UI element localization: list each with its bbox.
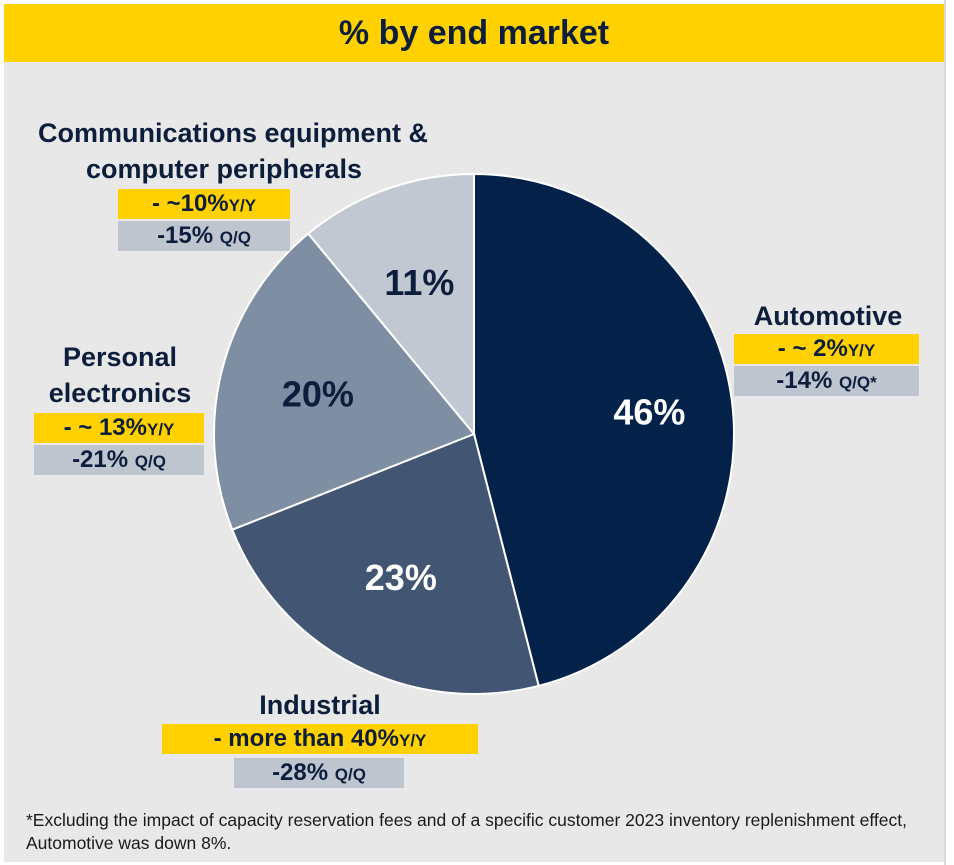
automotive-label: Automotive	[753, 301, 903, 331]
industrial-label: Industrial	[259, 690, 381, 720]
automotive-yy-badge: - ~ 2%Y/Y	[734, 334, 919, 364]
personal-label-line1: Personal	[62, 342, 178, 372]
industrial-qq-value: -28%	[272, 759, 329, 786]
personal-yy-suffix: Y/Y	[146, 420, 175, 439]
pie-slice-industrial	[230, 432, 540, 695]
industrial-qq-suffix: Q/Q	[334, 765, 366, 784]
comms-qq-suffix: Q/Q	[219, 228, 251, 247]
automotive-qq-badge: -14% Q/Q*	[734, 366, 919, 396]
automotive-yy-value: - ~ 2%	[777, 335, 848, 362]
pie-slice-personal-electronics	[213, 232, 476, 532]
footnote: *Excluding the impact of capacity reserv…	[26, 810, 907, 853]
comms-yy-value: - ~10%	[151, 190, 229, 217]
personal-label-line2: electronics	[48, 377, 192, 408]
comms-qq-value: -15%	[157, 222, 214, 249]
chart-title: % by end market	[4, 4, 944, 62]
automotive-qq-suffix: Q/Q*	[838, 373, 877, 392]
personal-qq-badge: -21% Q/Q	[34, 445, 204, 475]
pie-label-automotive: 46%	[613, 391, 685, 432]
industrial-yy-badge: - more than 40%Y/Y	[162, 724, 478, 754]
comms-yy-badge: - ~10%Y/Y	[118, 189, 290, 219]
personal-qq-suffix: Q/Q	[134, 452, 166, 471]
comms-yy-suffix: Y/Y	[228, 196, 257, 215]
personal-label: Personal electronics	[40, 340, 200, 411]
automotive-yy-suffix: Y/Y	[847, 341, 876, 360]
industrial-yy-value: - more than 40%	[213, 725, 399, 752]
personal-qq-value: -21%	[72, 446, 129, 473]
personal-yy-value: - ~ 13%	[63, 414, 147, 441]
comms-label: Communications equipment & computer peri…	[38, 116, 429, 187]
personal-yy-badge: - ~ 13%Y/Y	[34, 413, 204, 443]
pie-label-comms-peripherals: 11%	[384, 262, 454, 303]
comms-label-line2: computer peripherals	[85, 153, 363, 184]
comms-label-line1: Communications equipment &	[38, 118, 429, 148]
automotive-qq-value: -14%	[776, 367, 833, 394]
panel-edge	[944, 0, 946, 865]
comms-qq-badge: -15% Q/Q	[118, 221, 290, 251]
industrial-yy-suffix: Y/Y	[398, 731, 427, 750]
pie-slice-comms-peripherals	[306, 172, 475, 437]
industrial-qq-badge: -28% Q/Q	[234, 758, 404, 788]
pie-slice-automotive	[473, 172, 735, 688]
pie-label-industrial: 23%	[365, 557, 437, 598]
pie-label-personal-electronics: 20%	[282, 373, 354, 414]
